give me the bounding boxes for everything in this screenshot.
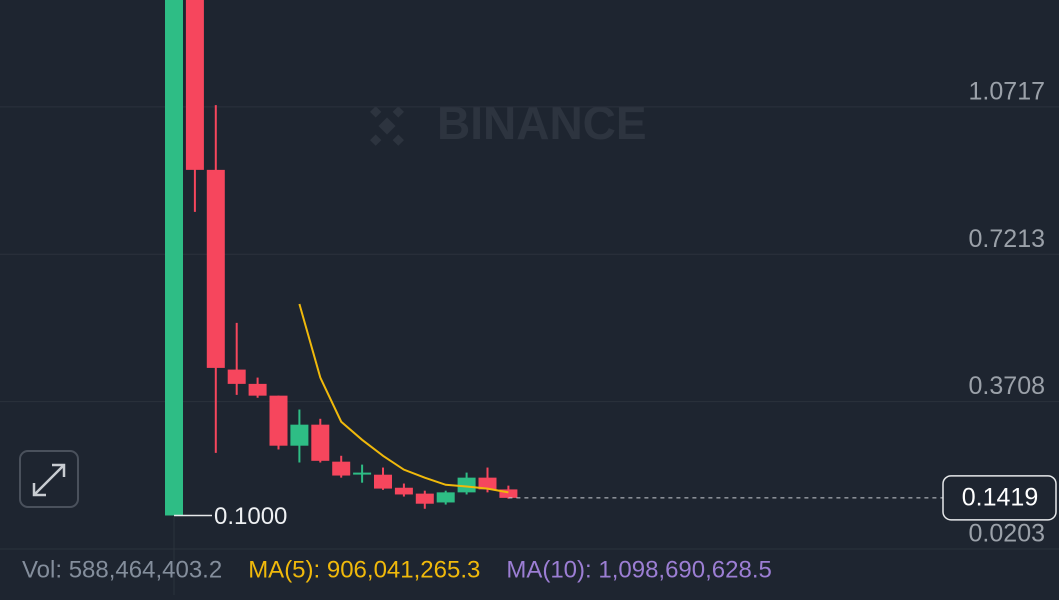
- volume-stat: Vol: 588,464,403.2: [22, 556, 222, 583]
- candle-body: [332, 461, 351, 476]
- last-price-label: 0.1419: [962, 483, 1038, 511]
- y-tick-label: 0.0203: [969, 520, 1045, 548]
- volume-stat: MA(5): 906,041,265.3: [248, 556, 480, 583]
- candle-body: [206, 169, 225, 368]
- candle-body: [290, 424, 309, 446]
- candle-body: [436, 492, 455, 503]
- candle-body: [248, 383, 267, 396]
- candle-body: [415, 493, 434, 504]
- expand-button[interactable]: [19, 450, 79, 508]
- watermark-text: BINANCE: [437, 97, 647, 149]
- y-tick-label: 0.7213: [969, 225, 1045, 253]
- candle-body: [457, 477, 476, 493]
- candle-body: [227, 369, 246, 384]
- y-tick-label: 1.0717: [969, 78, 1045, 106]
- low-marker-label: 0.1000: [214, 503, 287, 530]
- watermark: BINANCE: [370, 97, 647, 149]
- candle-body: [165, 0, 183, 516]
- candle-body: [374, 474, 392, 489]
- candle-body: [269, 395, 288, 446]
- last-price-box: [942, 475, 1057, 521]
- candle-body: [353, 472, 372, 475]
- ma-line: [298, 303, 509, 494]
- candle-body: [311, 424, 330, 461]
- candle-body: [478, 477, 497, 490]
- y-tick-label: 0.3708: [969, 372, 1045, 400]
- candle-body: [185, 0, 204, 170]
- candle-body: [394, 487, 413, 495]
- candle-body: [499, 489, 518, 498]
- volume-stat: MA(10): 1,098,690,628.5: [506, 556, 772, 583]
